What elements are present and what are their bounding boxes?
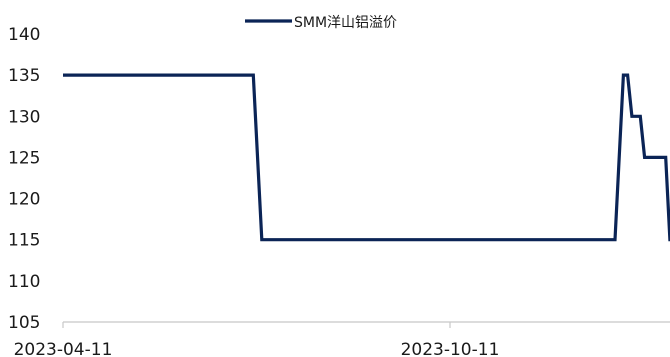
x-tick-label: 2023-10-11 xyxy=(401,340,500,357)
series-line xyxy=(63,73,670,242)
x-axis: 2023-04-11 2023-10-11 xyxy=(14,321,670,357)
x-tick-label: 2023-04-11 xyxy=(14,340,113,357)
y-tick-label: 130 xyxy=(8,107,40,127)
y-tick-label: 135 xyxy=(8,66,40,86)
y-tick-label: 125 xyxy=(8,148,40,168)
series-layer xyxy=(63,73,670,242)
y-tick-label: 120 xyxy=(8,190,40,210)
y-tick-label: 110 xyxy=(8,272,40,292)
legend-label: SMM洋山铝溢价 xyxy=(294,15,397,31)
y-axis-ticks: 105 110 115 120 125 130 135 140 xyxy=(8,25,40,333)
legend: SMM洋山铝溢价 xyxy=(245,15,397,31)
y-tick-label: 105 xyxy=(8,313,40,333)
y-tick-label: 140 xyxy=(8,25,40,45)
y-tick-label: 115 xyxy=(8,231,40,251)
